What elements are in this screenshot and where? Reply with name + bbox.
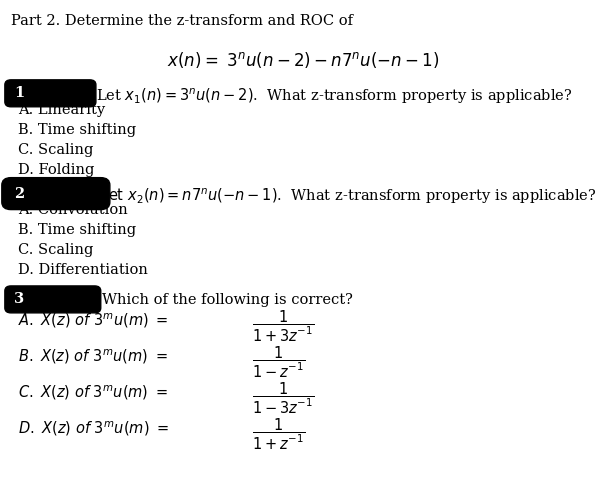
Text: D. Folding: D. Folding <box>18 163 95 177</box>
Text: $\dfrac{1}{1-3z^{-1}}$: $\dfrac{1}{1-3z^{-1}}$ <box>252 381 314 416</box>
Text: $\dfrac{1}{1+3z^{-1}}$: $\dfrac{1}{1+3z^{-1}}$ <box>252 309 314 344</box>
Text: B. Time shifting: B. Time shifting <box>18 123 137 137</box>
Text: 2: 2 <box>14 187 24 201</box>
Text: 3: 3 <box>14 292 24 306</box>
Text: 1: 1 <box>14 86 24 100</box>
Text: $\mathit{C.}$ $X(z)$ $\mathit{of}$ $3^m u(m)\ =$: $\mathit{C.}$ $X(z)$ $\mathit{of}$ $3^m … <box>18 384 168 402</box>
Text: Let $x_1(n) = 3^n u(n-2)$.  What z-transform property is applicable?: Let $x_1(n) = 3^n u(n-2)$. What z-transf… <box>96 86 572 106</box>
Text: $\mathit{B.}$ $X(z)$ $\mathit{of}$ $3^m u(m)\ =$: $\mathit{B.}$ $X(z)$ $\mathit{of}$ $3^m … <box>18 348 168 366</box>
Text: B. Time shifting: B. Time shifting <box>18 223 137 237</box>
Text: $\mathrm{et}\ x_2(n) = n7^n u(-n-1)$.  What z-transform property is applicable?: $\mathrm{et}\ x_2(n) = n7^n u(-n-1)$. Wh… <box>108 186 597 206</box>
Text: A. Convolution: A. Convolution <box>18 203 128 217</box>
Text: $\mathit{A.}$ $X(z)$ $\mathit{of}$ $3^m u(m)\ =$: $\mathit{A.}$ $X(z)$ $\mathit{of}$ $3^m … <box>18 312 169 330</box>
Text: $x(n) = \ 3^n u(n-2) - n7^n u(-n-1)$: $x(n) = \ 3^n u(n-2) - n7^n u(-n-1)$ <box>168 50 439 70</box>
Text: C. Scaling: C. Scaling <box>18 243 93 257</box>
Text: Which of the following is correct?: Which of the following is correct? <box>102 293 353 307</box>
Text: Part 2. Determine the z-transform and ROC of: Part 2. Determine the z-transform and RO… <box>11 14 353 28</box>
Text: $\dfrac{1}{1-z^{-1}}$: $\dfrac{1}{1-z^{-1}}$ <box>252 345 305 380</box>
Text: $\dfrac{1}{1+z^{-1}}$: $\dfrac{1}{1+z^{-1}}$ <box>252 417 305 452</box>
Text: $\mathit{D.}$ $X(z)$ $\mathit{of}$ $3^m u(m)\ =$: $\mathit{D.}$ $X(z)$ $\mathit{of}$ $3^m … <box>18 420 169 438</box>
Text: C. Scaling: C. Scaling <box>18 143 93 157</box>
Text: D. Differentiation: D. Differentiation <box>18 263 148 277</box>
Text: A. Linearity: A. Linearity <box>18 103 106 117</box>
